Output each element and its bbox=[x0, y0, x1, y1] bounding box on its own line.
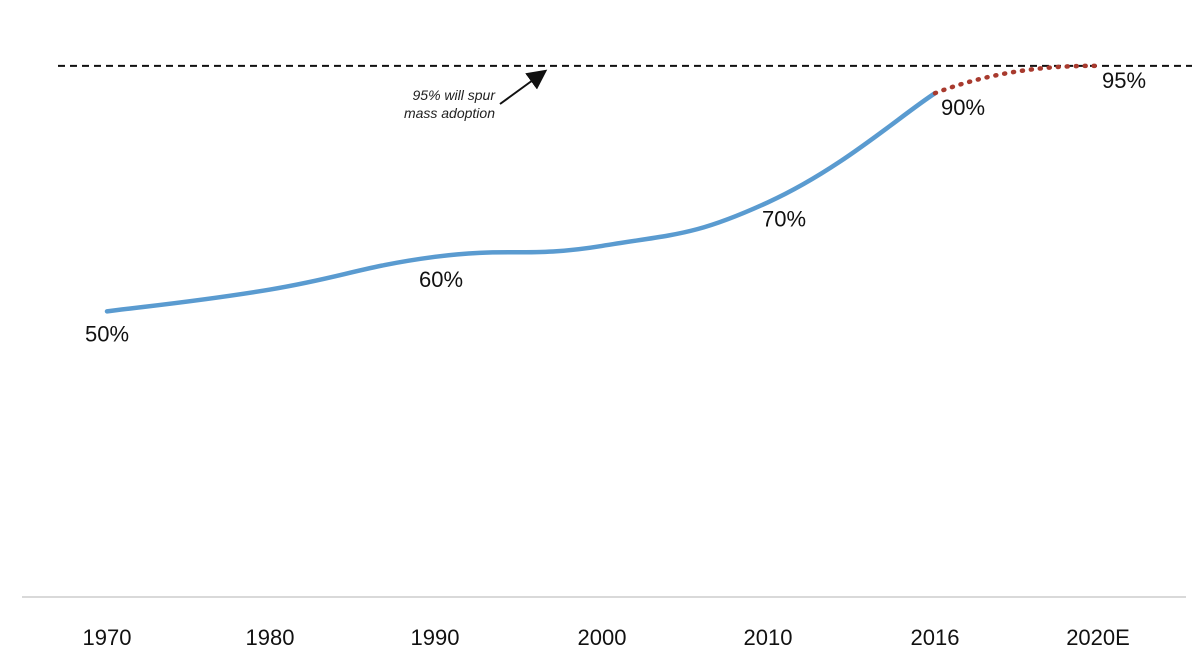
annotation-arrow bbox=[499, 69, 548, 105]
x-tick-label-1980: 1980 bbox=[246, 625, 295, 650]
data-label-1990: 60% bbox=[419, 267, 463, 292]
series-line-actual bbox=[104, 90, 938, 314]
x-tick-label-2016: 2016 bbox=[911, 625, 960, 650]
x-tick-label-2010: 2010 bbox=[744, 625, 793, 650]
data-label-2016: 90% bbox=[941, 95, 985, 120]
x-tick-label-1970: 1970 bbox=[83, 625, 132, 650]
annotation-text-line-1: 95% will spur bbox=[413, 87, 497, 103]
series-line-projection bbox=[932, 63, 1101, 96]
data-label-2020e: 95% bbox=[1102, 68, 1146, 93]
x-tick-label-1990: 1990 bbox=[411, 625, 460, 650]
x-tick-label-2000: 2000 bbox=[578, 625, 627, 650]
annotation-text-line-2: mass adoption bbox=[404, 105, 495, 121]
x-tick-label-2020e: 2020E bbox=[1066, 625, 1130, 650]
data-label-1970: 50% bbox=[85, 321, 129, 346]
data-label-2010: 70% bbox=[762, 206, 806, 231]
